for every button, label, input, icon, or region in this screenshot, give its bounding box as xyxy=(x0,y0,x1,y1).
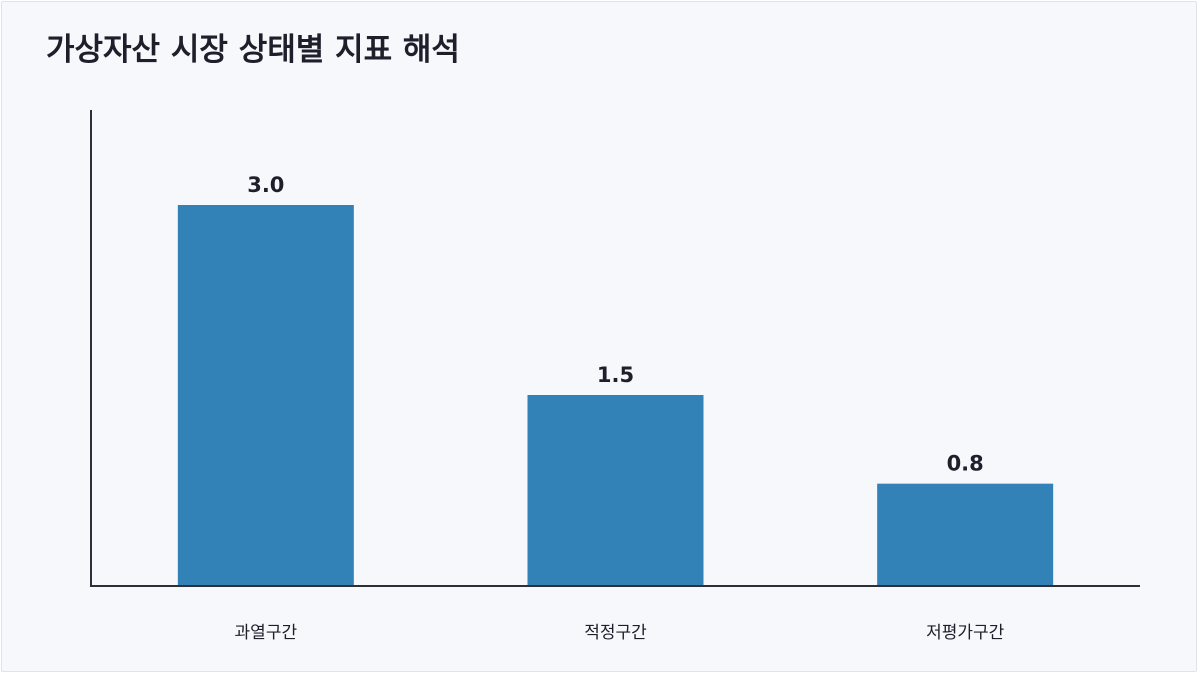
bar-3 xyxy=(877,483,1054,585)
bar-value-label-1: 3.0 xyxy=(247,173,284,197)
chart-title: 가상자산 시장 상태별 지표 해석 xyxy=(46,32,460,68)
bar-2 xyxy=(527,395,704,585)
value-labels-group: 3.0 1.5 0.8 xyxy=(247,173,984,476)
bar-1 xyxy=(177,205,354,585)
bar-value-label-3: 0.8 xyxy=(947,452,984,476)
bar-value-label-2: 1.5 xyxy=(597,363,634,387)
tick-labels-group: 과열구간 적정구간 저평가구간 xyxy=(235,623,1005,643)
x-tick-label-3: 저평가구간 xyxy=(926,623,1005,643)
x-tick-label-1: 과열구간 xyxy=(235,623,298,643)
bars-group xyxy=(177,205,1054,585)
x-tick-label-2: 적정구간 xyxy=(584,623,647,643)
